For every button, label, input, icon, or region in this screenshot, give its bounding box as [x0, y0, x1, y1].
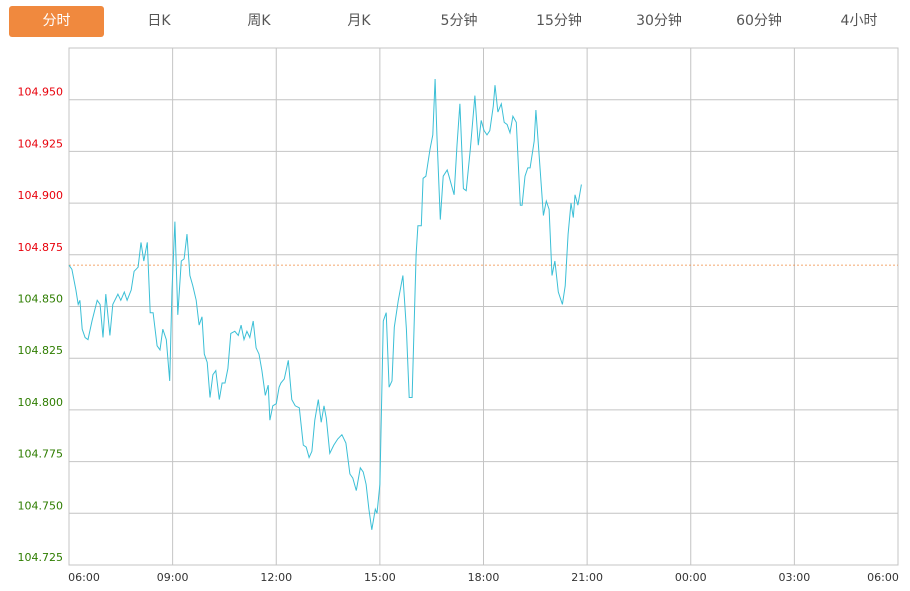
y-tick-label: 104.750	[18, 499, 64, 512]
tab-7[interactable]: 60分钟	[736, 13, 782, 29]
x-tick-label: 18:00	[468, 571, 500, 584]
y-tick-label: 104.950	[18, 86, 64, 99]
period-tabs: 分时 日K 周K 月K 5分钟 15分钟 30分钟 60分钟 4小时	[9, 6, 909, 37]
tab-6[interactable]: 30分钟	[636, 13, 682, 29]
tab-0[interactable]: 分时	[9, 6, 104, 37]
tab-2[interactable]: 周K	[247, 13, 271, 29]
y-tick-label: 104.825	[18, 344, 64, 357]
y-tick-label: 104.725	[18, 551, 64, 564]
x-tick-label: 03:00	[779, 571, 811, 584]
tab-3[interactable]: 月K	[347, 13, 371, 29]
x-tick-label: 12:00	[260, 571, 292, 584]
y-tick-label: 104.900	[18, 189, 64, 202]
price-line	[68, 78, 582, 530]
x-tick-label: 15:00	[364, 571, 396, 584]
x-tick-label: 09:00	[157, 571, 189, 584]
x-tick-label: 06:00	[867, 571, 899, 584]
tab-8[interactable]: 4小时	[840, 13, 878, 29]
y-tick-label: 104.850	[18, 293, 64, 306]
y-tick-label: 104.925	[18, 137, 64, 150]
x-tick-label: 21:00	[571, 571, 603, 584]
tab-4[interactable]: 5分钟	[440, 13, 478, 29]
tab-5[interactable]: 15分钟	[536, 13, 582, 29]
x-tick-label: 06:00	[68, 571, 100, 584]
tab-1[interactable]: 日K	[147, 13, 171, 29]
y-tick-label: 104.800	[18, 396, 64, 409]
x-tick-label: 00:00	[675, 571, 707, 584]
y-tick-label: 104.875	[18, 241, 64, 254]
y-tick-label: 104.775	[18, 448, 64, 461]
